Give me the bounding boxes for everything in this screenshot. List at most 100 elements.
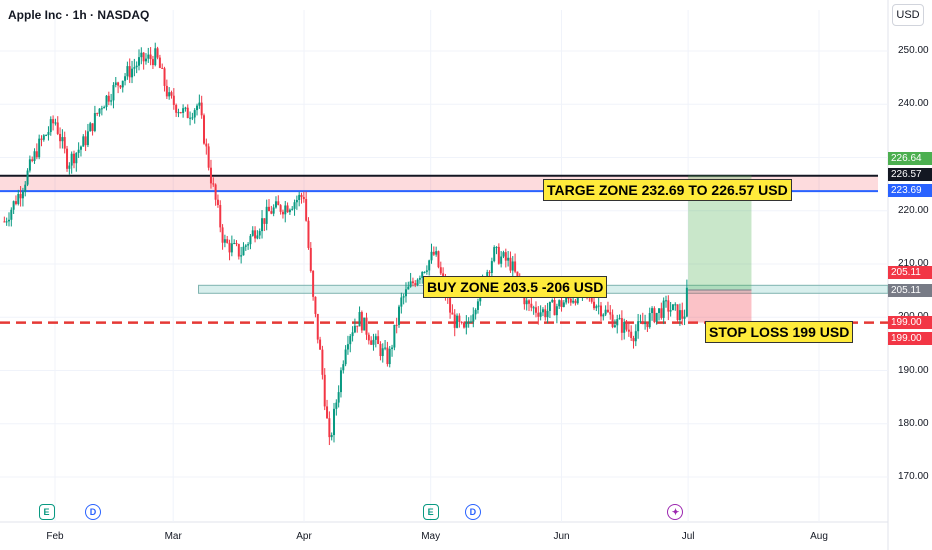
- candle-body: [84, 136, 87, 146]
- candle-body: [237, 244, 240, 257]
- candle-body: [235, 243, 238, 245]
- candle-body: [38, 138, 41, 158]
- candle-body: [609, 312, 612, 315]
- candle-body: [196, 105, 199, 111]
- candle-body: [96, 113, 99, 115]
- candle-body: [161, 67, 164, 69]
- candle-body: [558, 300, 561, 307]
- candle-body: [409, 281, 412, 287]
- currency-selector[interactable]: USD: [892, 4, 924, 26]
- x-tick-label: Jun: [553, 531, 570, 542]
- candle-body: [86, 131, 89, 146]
- candle-body: [124, 76, 127, 81]
- candle-body: [198, 102, 201, 106]
- candle-body: [363, 317, 366, 331]
- candle-body: [326, 406, 329, 419]
- candle-body: [281, 211, 284, 215]
- candle-body: [302, 196, 305, 200]
- candle-body: [226, 239, 229, 243]
- candle-body: [319, 339, 322, 350]
- candle-body: [45, 135, 48, 137]
- candle-body: [525, 300, 528, 305]
- candle-body: [93, 113, 96, 131]
- candle-body: [244, 245, 247, 247]
- candle-body: [534, 307, 537, 313]
- candle-body: [488, 272, 491, 274]
- candle-body: [156, 48, 159, 58]
- price-tag: 199.00: [888, 332, 932, 345]
- x-tick-label: Mar: [164, 531, 182, 542]
- earnings-icon[interactable]: E: [422, 504, 439, 520]
- candle-body: [386, 347, 389, 365]
- candle-body: [493, 247, 496, 262]
- candle-body: [186, 107, 189, 119]
- candle-body: [497, 246, 500, 264]
- candle-body: [418, 277, 421, 280]
- candle-body: [314, 296, 317, 314]
- candle-body: [207, 146, 210, 168]
- candle-body: [648, 313, 651, 328]
- x-tick-label: Feb: [46, 531, 64, 542]
- candle-body: [572, 300, 575, 303]
- candle-body: [435, 251, 438, 255]
- candle-body: [221, 227, 224, 243]
- target-zone-label: TARGE ZONE 232.69 TO 226.57 USD: [543, 179, 792, 202]
- candle-body: [149, 54, 152, 60]
- candle-body: [372, 339, 375, 345]
- candle-body: [458, 315, 461, 322]
- candle-body: [553, 300, 556, 316]
- candle-body: [565, 296, 568, 303]
- candle-body: [660, 308, 663, 318]
- candle-body: [391, 347, 394, 349]
- candle-body: [528, 300, 531, 304]
- candle-body: [339, 370, 342, 393]
- candle-body: [425, 270, 428, 272]
- candle-body: [414, 283, 417, 285]
- candle-body: [613, 325, 616, 328]
- candle-body: [112, 85, 115, 101]
- candle-body: [500, 256, 503, 264]
- candle-body: [177, 112, 180, 114]
- candle-body: [19, 194, 22, 199]
- candle-body: [637, 321, 640, 332]
- candle-body: [103, 106, 106, 109]
- dividend-icon[interactable]: D: [84, 504, 101, 520]
- candle-body: [335, 402, 338, 409]
- candle-body: [24, 184, 27, 192]
- candle-body: [168, 92, 171, 97]
- y-tick-label: 220.00: [898, 204, 929, 216]
- y-tick-label: 180.00: [898, 417, 929, 429]
- candle-body: [293, 202, 296, 209]
- candle-body: [449, 297, 452, 313]
- price-tag: 226.64: [888, 152, 932, 165]
- candle-body: [611, 314, 614, 328]
- candle-body: [432, 251, 435, 255]
- candle-body: [135, 65, 138, 68]
- dividend-icon[interactable]: D: [464, 504, 481, 520]
- candle-body: [639, 321, 642, 323]
- candle-body: [286, 205, 289, 213]
- candle-body: [49, 119, 52, 133]
- candle-body: [428, 260, 431, 271]
- candle-body: [12, 201, 15, 210]
- candle-body: [42, 135, 45, 140]
- candle-body: [333, 408, 336, 436]
- candle-body: [219, 205, 222, 228]
- candle-body: [5, 221, 8, 223]
- candle-body: [172, 95, 175, 105]
- candle-body: [279, 205, 282, 212]
- candle-body: [131, 68, 134, 78]
- candle-body: [620, 318, 623, 333]
- candle-body: [646, 322, 649, 328]
- candle-body: [182, 108, 185, 113]
- candle-body: [407, 286, 410, 290]
- candle-body: [35, 151, 38, 158]
- candle-body: [323, 374, 326, 407]
- earnings-icon[interactable]: E: [38, 504, 55, 520]
- candle-body: [346, 344, 349, 350]
- split-icon[interactable]: ✦: [667, 504, 684, 520]
- candle-body: [400, 297, 403, 307]
- candle-body: [142, 52, 145, 62]
- x-tick-label: Jul: [681, 531, 695, 542]
